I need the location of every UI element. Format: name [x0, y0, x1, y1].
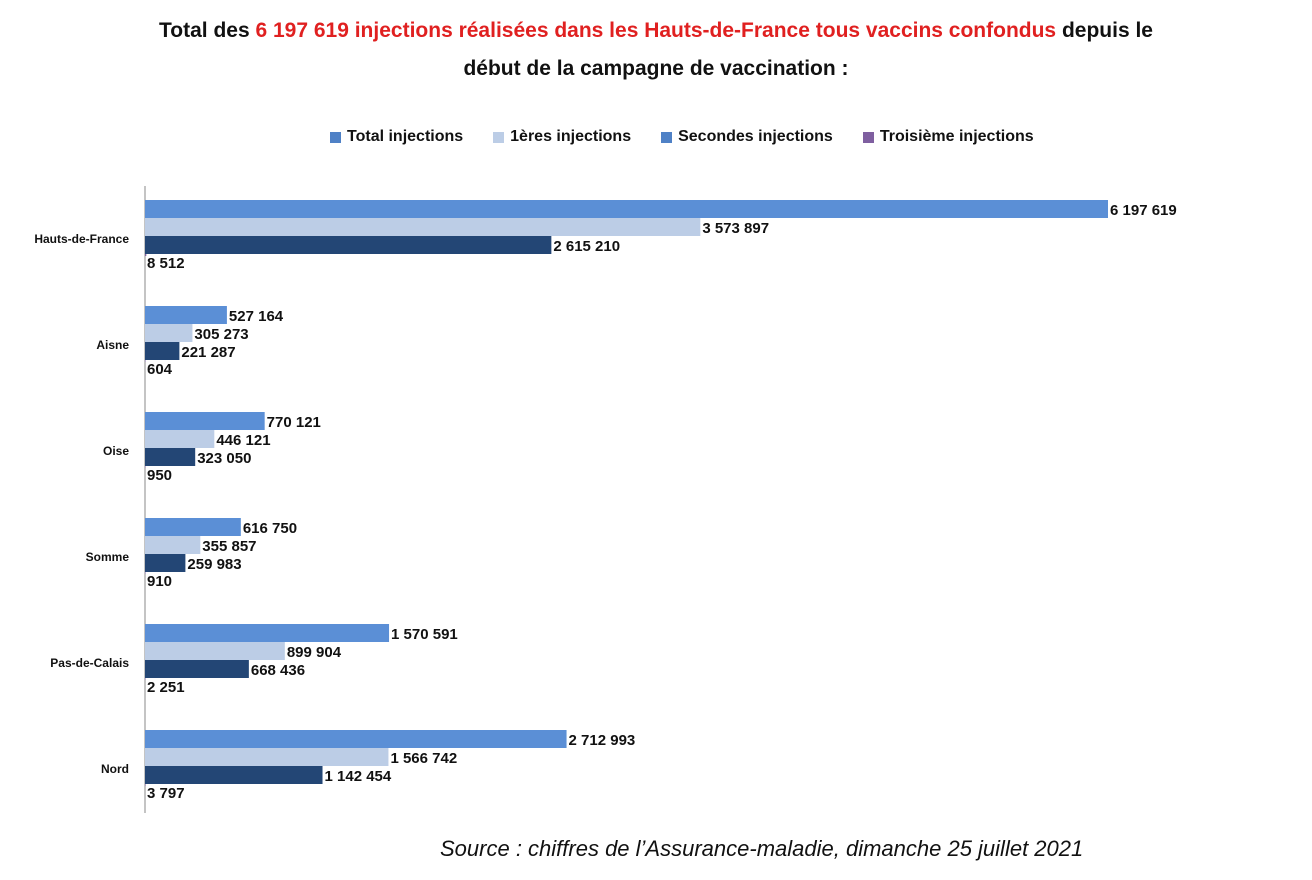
legend-label-third: Troisième injections: [879, 128, 1034, 145]
legend-item-first: 1ères injections: [493, 128, 631, 146]
bar: [145, 342, 180, 360]
bar-value-label: 1 570 591: [391, 626, 458, 643]
bar-value-label: 259 983: [187, 556, 241, 573]
bar-value-label: 323 050: [197, 450, 251, 467]
bar-value-label: 770 121: [267, 414, 321, 431]
bar-value-label: 1 142 454: [325, 768, 392, 785]
bar: [145, 660, 249, 678]
legend-label-total: Total injections: [347, 128, 464, 145]
bar-value-label: 668 436: [251, 662, 305, 679]
title-line-1: Total des 6 197 619 injections réalisées…: [0, 12, 1312, 50]
bar: [145, 518, 241, 536]
chart-title: Total des 6 197 619 injections réalisées…: [0, 12, 1312, 88]
bar-value-label: 604: [147, 361, 173, 378]
bar-value-label: 355 857: [202, 538, 256, 555]
legend-item-second: Secondes injections: [661, 128, 833, 146]
bar-value-label: 2 251: [147, 679, 185, 696]
legend-item-third: Troisième injections: [862, 128, 1034, 146]
bar: [145, 218, 701, 236]
bar-value-label: 8 512: [147, 255, 185, 272]
bar-value-label: 446 121: [216, 432, 270, 449]
legend-label-second: Secondes injections: [678, 128, 833, 145]
legend-item-total: Total injections: [330, 128, 463, 146]
legend-swatch-first: [493, 131, 505, 143]
legend-swatch-third: [862, 131, 874, 143]
bar-value-label: 221 287: [181, 344, 235, 361]
bar-value-label: 899 904: [287, 644, 342, 661]
bar-value-label: 2 712 993: [569, 732, 636, 749]
bar: [145, 306, 227, 324]
bar: [145, 236, 552, 254]
bar-value-label: 616 750: [243, 520, 297, 537]
bar: [145, 784, 146, 786]
category-label: Pas-de-Calais: [50, 656, 129, 670]
legend-swatch-second: [661, 131, 673, 143]
category-label: Aisne: [96, 338, 129, 352]
category-label: Hauts-de-France: [34, 232, 129, 246]
bar: [145, 412, 265, 430]
bar: [145, 678, 146, 680]
bar: [145, 554, 186, 572]
bar: [145, 730, 567, 748]
bar: [145, 430, 215, 448]
bar: [145, 466, 146, 468]
title-highlight: 6 197 619 injections réalisées dans les …: [255, 19, 1057, 42]
bar-value-label: 950: [147, 467, 172, 484]
bar-value-label: 910: [147, 573, 172, 590]
bar: [145, 324, 193, 342]
bar: [145, 448, 196, 466]
bar: [145, 624, 390, 642]
bar-value-label: 3 797: [147, 785, 185, 802]
bar: [145, 766, 323, 784]
bar: [145, 748, 389, 766]
bar-chart: Hauts-de-France 6 197 619 3 573 897 2 615 2…: [34, 186, 1177, 813]
bar: [145, 360, 146, 362]
chart-legend: Total injections 1ères injections Second…: [330, 128, 1034, 146]
bar: [145, 254, 147, 256]
bar-value-label: 3 573 897: [702, 220, 769, 237]
bar: [145, 642, 285, 660]
category-label: Nord: [101, 762, 129, 776]
bar-value-label: 2 615 210: [553, 238, 620, 255]
legend-label-first: 1ères injections: [510, 128, 632, 145]
bar: [145, 572, 146, 574]
category-label: Oise: [103, 444, 129, 458]
category-label: Somme: [86, 550, 130, 564]
title-prefix: Total des: [159, 19, 256, 42]
source-note: Source : chiffres de l’Assurance-maladie…: [440, 836, 1084, 861]
bar: [145, 200, 1108, 218]
legend-swatch-total: [330, 131, 341, 143]
bar-value-label: 1 566 742: [390, 750, 457, 767]
bar-value-label: 527 164: [229, 308, 284, 325]
title-line-2: début de la campagne de vaccination :: [463, 57, 849, 80]
bar: [145, 536, 201, 554]
bar-value-label: 6 197 619: [1110, 202, 1177, 219]
bar-value-label: 305 273: [194, 326, 248, 343]
title-suffix: depuis le: [1056, 19, 1153, 42]
